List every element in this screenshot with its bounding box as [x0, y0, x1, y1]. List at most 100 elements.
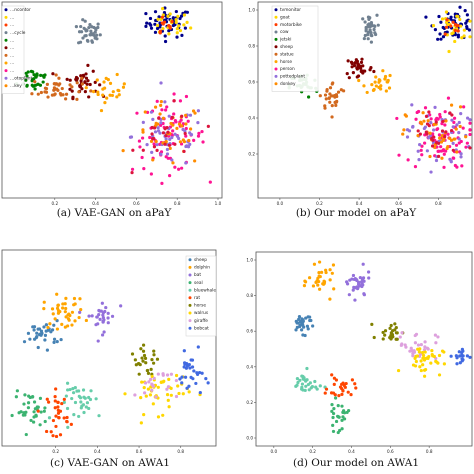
scatter-point	[372, 27, 376, 32]
scatter-point	[441, 119, 445, 124]
scatter-point	[440, 349, 445, 353]
scatter-point	[421, 350, 425, 355]
scatter-point	[110, 93, 115, 98]
scatter-point	[77, 414, 81, 419]
scatter-point	[79, 406, 83, 410]
scatter-point	[361, 17, 365, 21]
scatter-point	[454, 143, 459, 147]
scatter-point	[146, 371, 151, 376]
scatter-point	[180, 114, 184, 118]
scatter-point	[130, 352, 135, 356]
scatter-point	[358, 275, 362, 280]
legend-marker	[188, 273, 192, 277]
scatter-point	[15, 389, 19, 393]
scatter-point	[175, 31, 179, 35]
scatter-point	[47, 400, 51, 404]
scatter-point	[445, 18, 449, 22]
scatter-point	[84, 72, 88, 76]
scatter-point	[389, 337, 393, 341]
scatter-point	[39, 73, 43, 77]
scatter-point	[355, 75, 359, 79]
scatter-point	[62, 400, 66, 404]
scatter-point	[328, 297, 332, 301]
scatter-point	[427, 136, 431, 140]
legend-label: …ncontor	[10, 7, 31, 13]
scatter-point	[349, 393, 353, 397]
scatter-point	[63, 302, 67, 306]
scatter-point	[175, 126, 179, 130]
scatter-point	[145, 143, 149, 147]
scatter-point	[182, 13, 186, 17]
scatter-point	[173, 165, 177, 169]
scatter-point	[301, 377, 305, 381]
scatter-point	[65, 415, 69, 420]
scatter-point	[54, 414, 58, 418]
scatter-point	[462, 34, 466, 38]
scatter-point	[81, 403, 86, 407]
scatter-point	[43, 90, 47, 94]
scatter-point	[26, 406, 31, 410]
scatter-point	[423, 141, 427, 145]
scatter-point	[165, 373, 170, 377]
scatter-point	[416, 347, 420, 351]
scatter-point	[101, 93, 105, 97]
scatter-point	[424, 15, 428, 19]
x-tick-label: 0.6	[136, 449, 143, 454]
x-tick-label: 0.4	[356, 201, 363, 206]
scatter-point	[374, 84, 378, 88]
legend-marker	[188, 319, 192, 323]
scatter-point	[35, 72, 39, 76]
scatter-point	[42, 325, 46, 329]
scatter-point	[383, 333, 387, 337]
scatter-point	[414, 359, 418, 364]
scatter-point	[425, 132, 429, 136]
scatter-point	[328, 100, 332, 104]
scatter-point	[39, 90, 43, 95]
scatter-point	[31, 77, 35, 81]
scatter-point	[300, 385, 304, 389]
scatter-point	[92, 25, 96, 30]
scatter-point	[144, 361, 148, 365]
scatter-point	[167, 114, 171, 118]
scatter-point	[87, 95, 91, 99]
scatter-point	[458, 124, 462, 129]
scatter-point	[78, 40, 83, 44]
scatter-point	[161, 27, 165, 31]
scatter-point	[49, 330, 53, 334]
scatter-point	[307, 276, 312, 280]
scatter-point	[34, 75, 38, 79]
scatter-point	[61, 306, 65, 310]
scatter-point	[142, 167, 146, 171]
scatter-point	[303, 388, 307, 392]
scatter-point	[323, 391, 327, 395]
scatter-point	[182, 149, 186, 154]
scatter-point	[350, 61, 354, 66]
scatter-point	[317, 271, 321, 275]
scatter-point	[327, 96, 331, 100]
scatter-point	[429, 361, 433, 365]
scatter-point	[70, 323, 74, 327]
scatter-point	[121, 149, 125, 153]
scatter-point	[173, 132, 177, 136]
scatter-point	[152, 145, 157, 149]
scatter-point	[400, 342, 404, 346]
scatter-point	[331, 423, 335, 427]
scatter-point	[350, 378, 354, 382]
scatter-point	[87, 406, 91, 411]
scatter-point	[330, 409, 334, 413]
scatter-point	[57, 76, 61, 80]
scatter-point	[445, 30, 449, 34]
scatter-point	[313, 379, 317, 384]
x-tick-label: 0.6	[387, 449, 394, 454]
panel-a: 0.2 0.4 0.6 0.8 1.0…ncontor………cycle………………oto…	[1, 1, 223, 219]
legend-marker	[4, 23, 8, 27]
scatter-point	[376, 23, 380, 27]
scatter-point	[58, 433, 63, 437]
legend-label: bobcat	[194, 325, 209, 331]
scatter-point	[446, 132, 450, 136]
scatter-point	[337, 394, 341, 398]
scatter-point	[192, 138, 196, 142]
scatter-point	[180, 375, 184, 379]
legend-label: dolphin	[194, 265, 210, 271]
scatter-point	[161, 380, 165, 384]
